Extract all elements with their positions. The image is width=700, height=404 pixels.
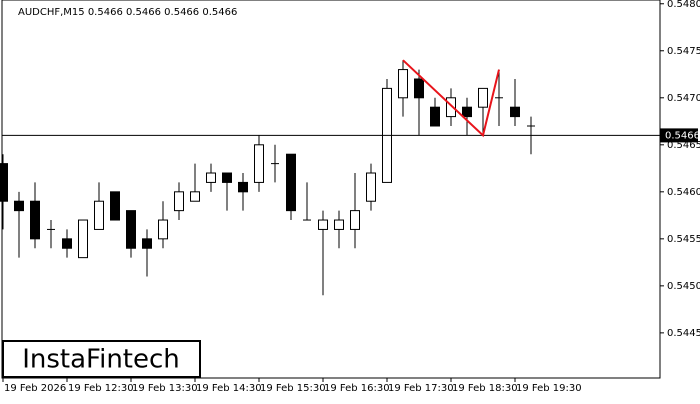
- y-tick-label: 0.5465: [667, 140, 700, 151]
- x-tick-label: 19 Feb 15:30: [260, 383, 326, 394]
- candle-body: [462, 106, 472, 118]
- candle-body: [238, 181, 248, 193]
- candle-body: [350, 210, 360, 230]
- candle-body: [318, 219, 328, 230]
- y-tick-label: 0.5475: [667, 46, 700, 57]
- x-tick-label: 19 Feb 17:30: [388, 383, 454, 394]
- price-label: 0.5466: [665, 130, 700, 141]
- candle-body: [206, 172, 216, 183]
- candle-body: [254, 144, 264, 183]
- candle-body: [430, 106, 440, 127]
- chart-title: AUDCHF,M15 0.5466 0.5466 0.5466 0.5466: [18, 7, 237, 18]
- candle-body: [30, 200, 40, 240]
- y-tick-label: 0.5460: [667, 187, 700, 198]
- candle-body: [126, 210, 136, 249]
- y-tick-label: 0.5470: [667, 93, 700, 104]
- x-tick-label: 19 Feb 2026: [4, 383, 66, 394]
- candle-body: [414, 78, 424, 99]
- candle-body: [446, 97, 456, 118]
- candle-body: [78, 219, 88, 259]
- plot-frame: [1, 0, 661, 379]
- x-tick-label: 19 Feb 14:30: [196, 383, 262, 394]
- x-tick-label: 19 Feb 12:30: [68, 383, 134, 394]
- candle-body: [0, 163, 8, 202]
- x-tick-label: 19 Feb 18:30: [452, 383, 518, 394]
- candle-body: [110, 191, 120, 221]
- logo-box: [2, 340, 201, 378]
- y-tick-label: 0.5455: [667, 234, 700, 245]
- x-tick-label: 19 Feb 16:30: [324, 383, 390, 394]
- x-tick-label: 19 Feb 13:30: [132, 383, 198, 394]
- candle-body: [334, 219, 344, 230]
- candle-body: [142, 238, 152, 249]
- candle-body: [398, 69, 408, 99]
- candle-body: [366, 172, 376, 202]
- candle-body: [62, 238, 72, 249]
- candle-body: [94, 200, 104, 230]
- logo: InstaFintech: [22, 345, 180, 375]
- pattern-line: [402, 59, 500, 138]
- candle-body: [222, 172, 232, 183]
- candle-body: [174, 191, 184, 212]
- candle-body: [478, 87, 488, 108]
- candle-body: [190, 191, 200, 202]
- candle-body: [14, 200, 24, 212]
- candle-body: [510, 106, 520, 118]
- price-label-box: [660, 128, 698, 143]
- x-tick-label: 19 Feb 19:30: [516, 383, 582, 394]
- y-tick-label: 0.5450: [667, 281, 700, 292]
- y-tick-label: 0.5480: [667, 0, 700, 10]
- candle-body: [158, 219, 168, 240]
- candle-body: [286, 153, 296, 212]
- y-tick-label: 0.5445: [667, 328, 700, 339]
